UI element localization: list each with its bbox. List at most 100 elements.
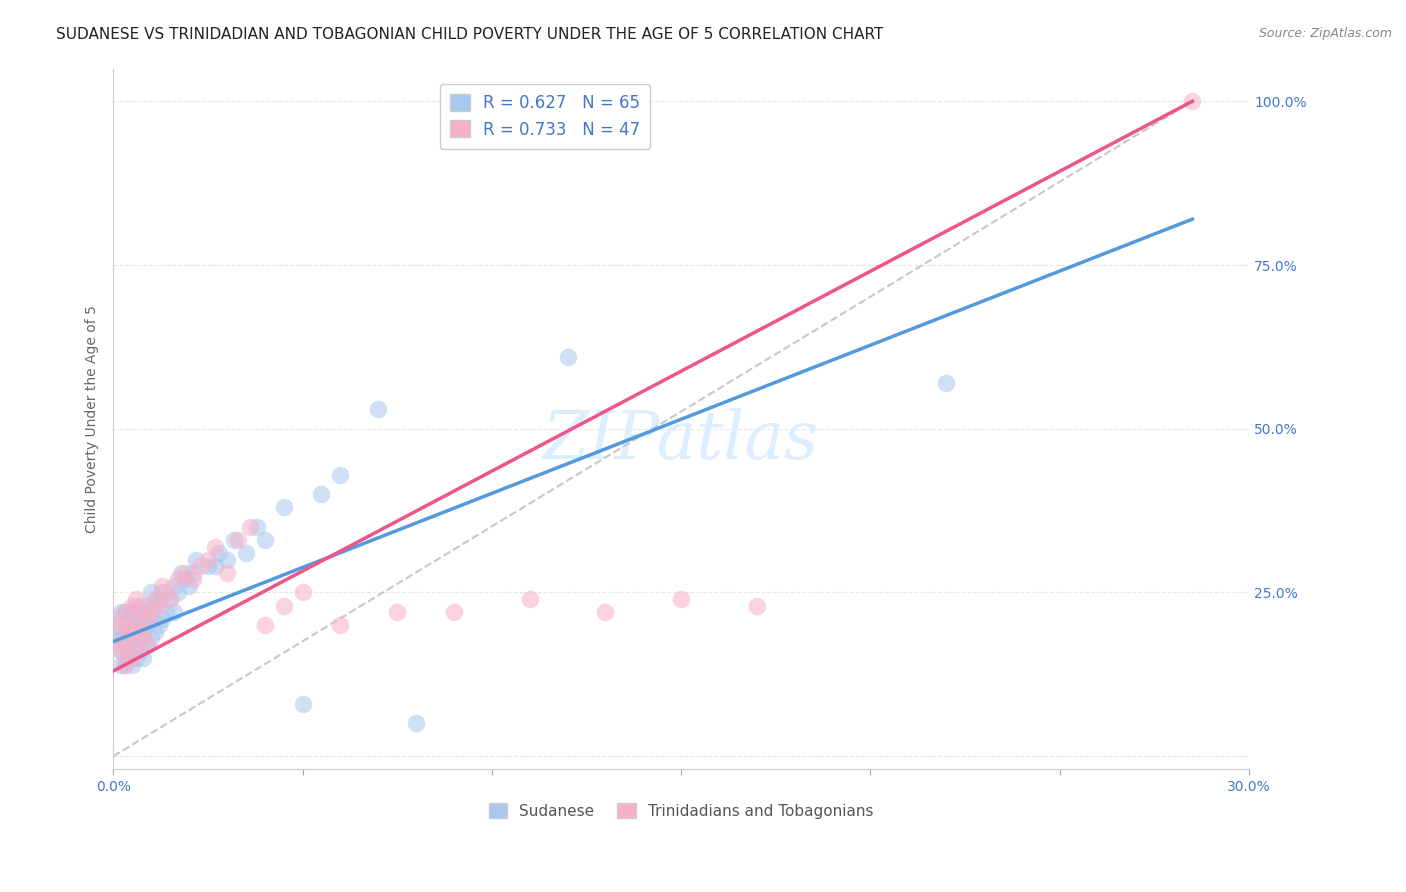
Point bbox=[291, 585, 314, 599]
Point bbox=[117, 618, 139, 632]
Point bbox=[121, 599, 143, 613]
Point bbox=[177, 579, 200, 593]
Point bbox=[174, 573, 197, 587]
Point bbox=[148, 592, 170, 607]
Point bbox=[557, 350, 579, 364]
Point bbox=[226, 533, 249, 547]
Point bbox=[114, 657, 136, 672]
Point bbox=[238, 520, 260, 534]
Legend: Sudanese, Trinidadians and Tobagonians: Sudanese, Trinidadians and Tobagonians bbox=[482, 797, 880, 825]
Point bbox=[155, 585, 177, 599]
Point bbox=[385, 605, 408, 619]
Point bbox=[132, 651, 155, 665]
Point bbox=[329, 618, 352, 632]
Point bbox=[117, 644, 139, 658]
Point bbox=[745, 599, 768, 613]
Point bbox=[188, 559, 211, 574]
Point bbox=[143, 592, 166, 607]
Point bbox=[125, 632, 148, 646]
Point bbox=[246, 520, 269, 534]
Point bbox=[204, 540, 226, 554]
Point bbox=[152, 579, 174, 593]
Point bbox=[443, 605, 465, 619]
Point bbox=[128, 644, 150, 658]
Point bbox=[215, 552, 238, 566]
Point bbox=[121, 651, 143, 665]
Point bbox=[181, 573, 204, 587]
Point bbox=[125, 651, 148, 665]
Point bbox=[105, 618, 128, 632]
Point bbox=[208, 546, 231, 560]
Point bbox=[152, 585, 174, 599]
Point bbox=[128, 624, 150, 639]
Point bbox=[273, 500, 295, 515]
Point bbox=[166, 585, 188, 599]
Point bbox=[132, 599, 155, 613]
Point bbox=[132, 624, 155, 639]
Point bbox=[105, 638, 128, 652]
Point bbox=[132, 632, 155, 646]
Point bbox=[329, 467, 352, 482]
Point bbox=[114, 657, 136, 672]
Point bbox=[367, 402, 389, 417]
Point bbox=[148, 618, 170, 632]
Point bbox=[121, 644, 143, 658]
Point bbox=[139, 585, 162, 599]
Point bbox=[174, 566, 197, 580]
Point bbox=[595, 605, 617, 619]
Point bbox=[128, 632, 150, 646]
Point bbox=[139, 612, 162, 626]
Point bbox=[117, 651, 139, 665]
Point bbox=[136, 612, 159, 626]
Point bbox=[125, 599, 148, 613]
Point bbox=[253, 618, 276, 632]
Point bbox=[143, 599, 166, 613]
Point bbox=[117, 632, 139, 646]
Point bbox=[186, 552, 208, 566]
Point bbox=[224, 533, 246, 547]
Point bbox=[110, 618, 132, 632]
Point bbox=[197, 552, 219, 566]
Point bbox=[405, 716, 427, 731]
Point bbox=[235, 546, 257, 560]
Point bbox=[121, 605, 143, 619]
Point bbox=[121, 657, 143, 672]
Y-axis label: Child Poverty Under the Age of 5: Child Poverty Under the Age of 5 bbox=[86, 305, 100, 533]
Point bbox=[136, 638, 159, 652]
Point bbox=[204, 559, 226, 574]
Point bbox=[159, 592, 181, 607]
Point bbox=[110, 632, 132, 646]
Point bbox=[155, 605, 177, 619]
Point bbox=[273, 599, 295, 613]
Point bbox=[128, 605, 150, 619]
Point bbox=[110, 657, 132, 672]
Point bbox=[163, 605, 186, 619]
Point bbox=[136, 599, 159, 613]
Point bbox=[181, 566, 204, 580]
Point bbox=[110, 605, 132, 619]
Text: SUDANESE VS TRINIDADIAN AND TOBAGONIAN CHILD POVERTY UNDER THE AGE OF 5 CORRELAT: SUDANESE VS TRINIDADIAN AND TOBAGONIAN C… bbox=[56, 27, 883, 42]
Point bbox=[110, 644, 132, 658]
Point bbox=[215, 566, 238, 580]
Point bbox=[143, 624, 166, 639]
Point bbox=[197, 559, 219, 574]
Point bbox=[253, 533, 276, 547]
Point bbox=[105, 612, 128, 626]
Point bbox=[125, 592, 148, 607]
Point bbox=[152, 612, 174, 626]
Point bbox=[139, 632, 162, 646]
Point bbox=[117, 612, 139, 626]
Point bbox=[128, 605, 150, 619]
Point bbox=[311, 487, 333, 501]
Point bbox=[139, 605, 162, 619]
Point bbox=[935, 376, 957, 390]
Point bbox=[114, 605, 136, 619]
Point bbox=[291, 697, 314, 711]
Point bbox=[136, 638, 159, 652]
Point bbox=[669, 592, 692, 607]
Point bbox=[114, 632, 136, 646]
Point bbox=[105, 632, 128, 646]
Point bbox=[148, 599, 170, 613]
Point bbox=[121, 624, 143, 639]
Point bbox=[159, 592, 181, 607]
